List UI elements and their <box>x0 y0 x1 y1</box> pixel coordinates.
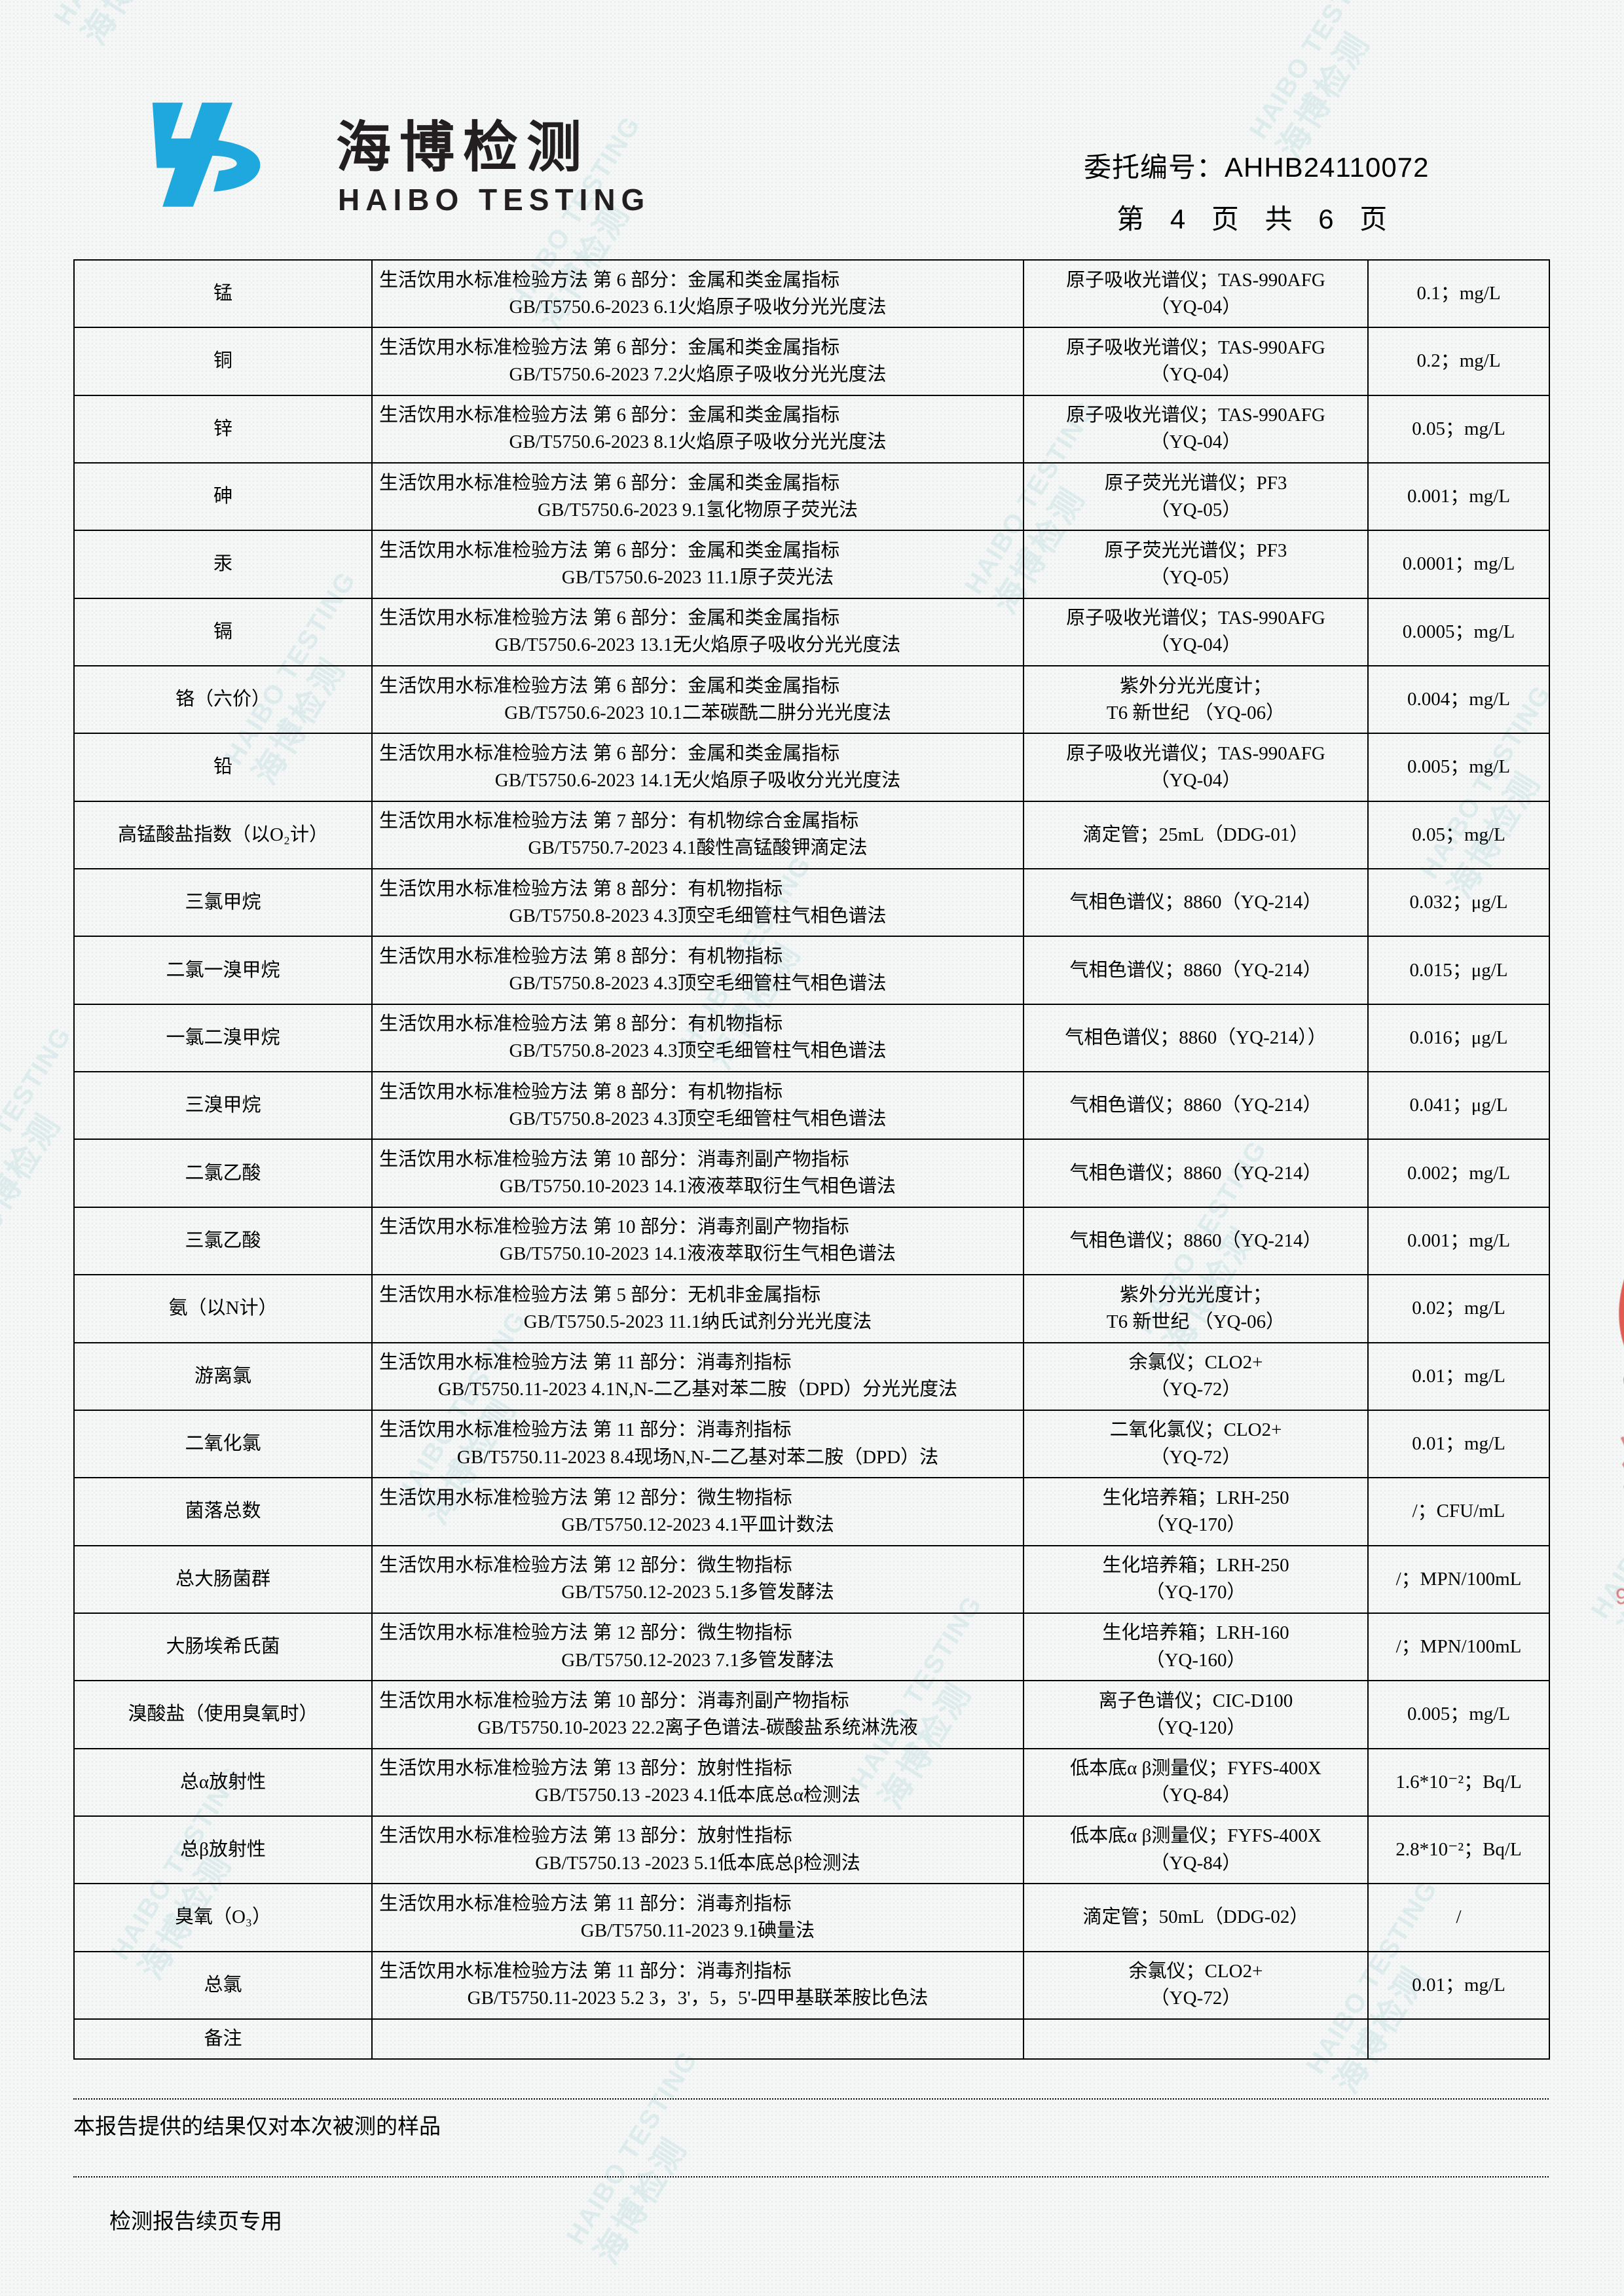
svg-text:9: 9 <box>1615 1584 1624 1609</box>
